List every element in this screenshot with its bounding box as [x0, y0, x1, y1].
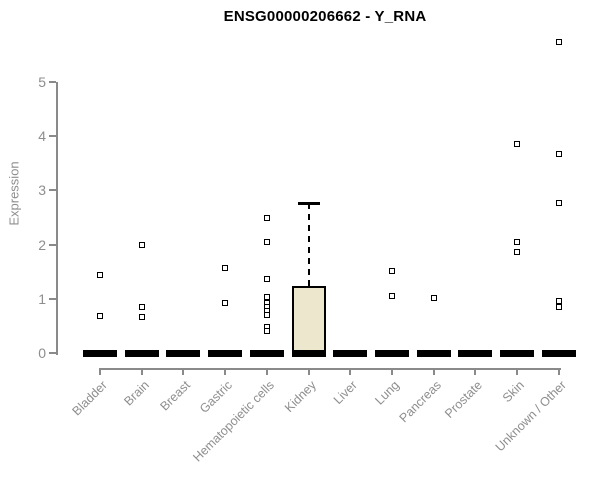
outlier-point: [430, 295, 437, 302]
median-bar: [166, 349, 201, 357]
median-bar: [541, 349, 576, 357]
y-axis-tick-label: 5: [38, 74, 46, 90]
x-axis-tick: [474, 368, 477, 375]
median-bar: [291, 349, 326, 357]
y-axis-tick-label: 4: [38, 128, 46, 145]
outlier-point: [389, 268, 396, 275]
y-axis-tick-label: 0: [38, 345, 46, 361]
x-axis-line: [99, 368, 561, 370]
x-axis-tick: [99, 368, 101, 375]
outlier-point: [138, 313, 145, 320]
outlier-point: [263, 215, 270, 222]
outlier-point: [514, 249, 521, 256]
median-bar: [83, 349, 117, 357]
median-bar: [500, 349, 535, 357]
x-axis-tick: [140, 368, 143, 375]
outlier-point: [555, 38, 562, 45]
y-axis-tick: [49, 135, 56, 138]
median-bar: [249, 349, 284, 357]
x-axis-tick: [307, 368, 310, 375]
y-axis-tick: [49, 81, 56, 83]
box-kidney: [291, 285, 326, 357]
x-axis-tick: [432, 368, 435, 375]
y-axis-tick-label: 1: [38, 290, 46, 307]
outlier-point: [263, 275, 270, 282]
median-bar: [375, 349, 410, 357]
outlier-point: [263, 312, 270, 319]
y-axis-tick: [49, 352, 56, 354]
median-bar: [416, 349, 451, 357]
y-axis-tick: [49, 189, 56, 192]
chart-title: ENSG00000206662 - Y_RNA: [223, 8, 427, 25]
median-bar: [208, 349, 243, 357]
outlier-point: [222, 299, 229, 306]
outlier-point: [263, 328, 270, 335]
outlier-point: [555, 297, 562, 304]
y-axis-tick-label: 2: [38, 236, 46, 253]
outlier-point: [138, 303, 145, 310]
outlier-point: [389, 293, 396, 300]
outlier-point: [263, 238, 270, 245]
median-bar: [333, 349, 368, 357]
x-axis-tick: [182, 368, 185, 375]
y-axis-line: [56, 82, 58, 355]
outlier-point: [555, 200, 562, 207]
x-axis-tick: [349, 368, 352, 375]
outlier-point: [222, 264, 229, 271]
outlier-point: [514, 141, 521, 148]
upper-whisker: [307, 202, 310, 286]
median-bar: [124, 349, 159, 357]
x-axis-tick: [391, 368, 394, 375]
outlier-point: [514, 239, 521, 246]
x-axis-tick: [516, 368, 519, 375]
median-bar: [458, 349, 493, 357]
outlier-point: [555, 303, 562, 310]
outlier-point: [555, 151, 562, 158]
outlier-point: [97, 272, 103, 279]
x-axis-tick: [224, 368, 227, 375]
y-axis-tick: [49, 297, 56, 300]
y-axis-tick: [49, 243, 56, 246]
outlier-point: [97, 313, 103, 320]
x-axis-tick: [265, 368, 268, 375]
outlier-point: [138, 241, 145, 248]
y-axis-tick-label: 3: [38, 182, 46, 199]
whisker-cap: [297, 201, 320, 205]
x-axis-tick: [557, 368, 560, 375]
